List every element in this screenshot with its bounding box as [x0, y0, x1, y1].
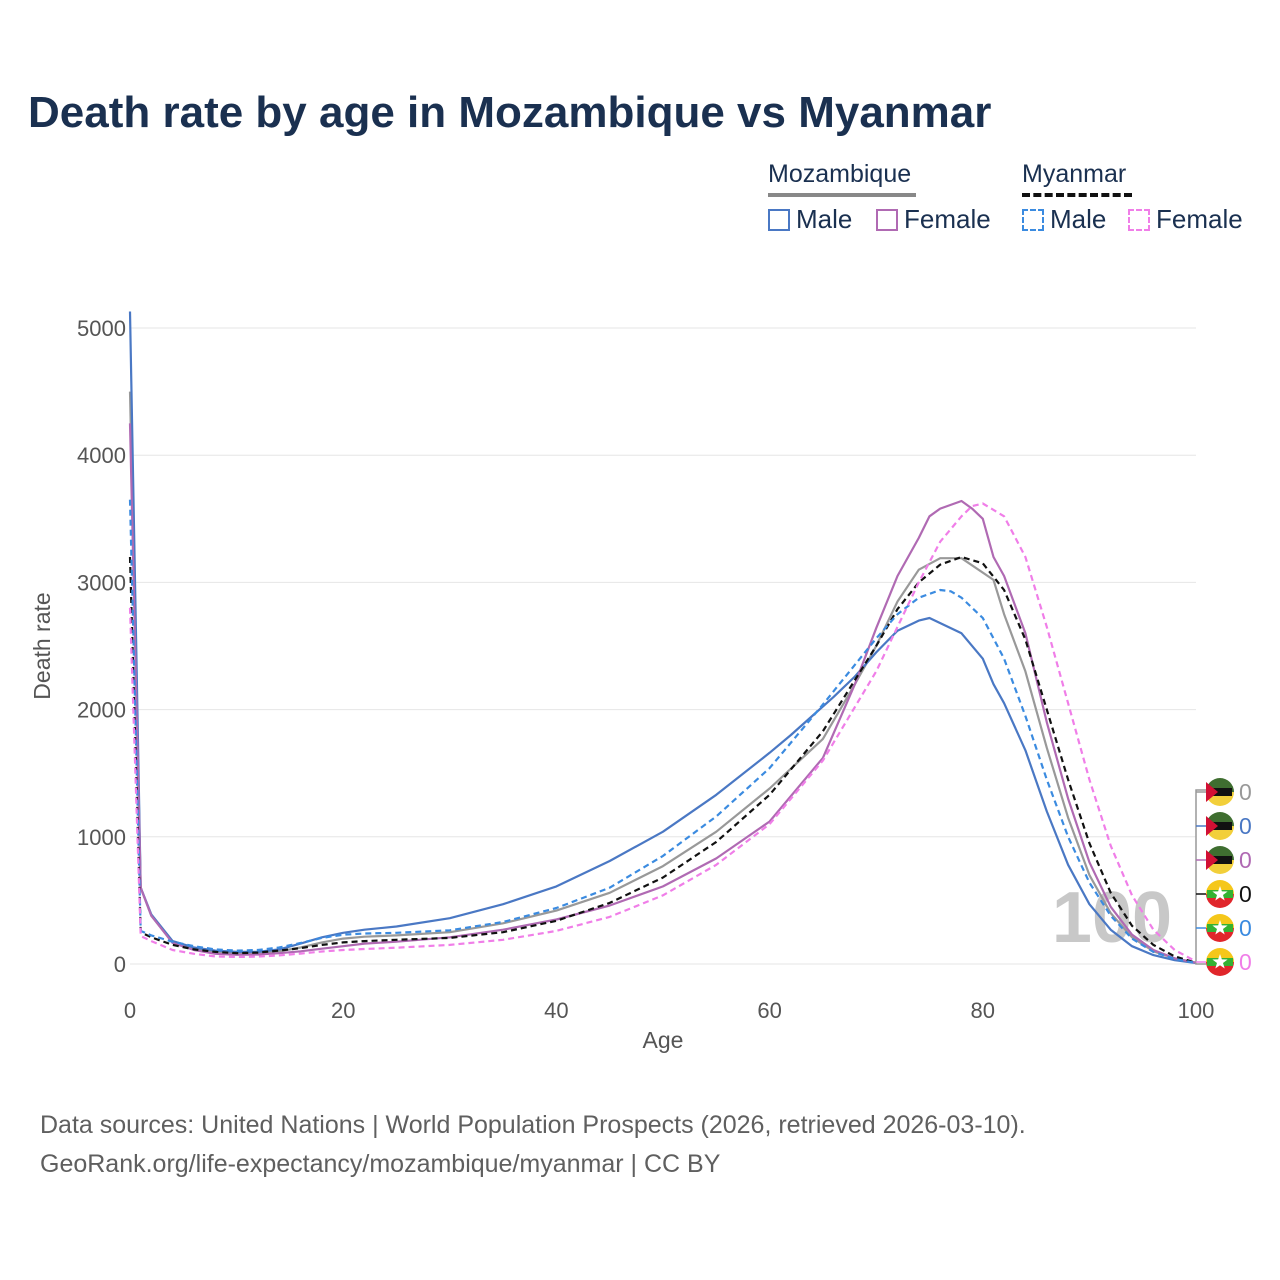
- legend-line-myanmar: [1022, 193, 1132, 197]
- x-tick-label: 20: [331, 998, 355, 1023]
- footer-sources: Data sources: United Nations | World Pop…: [40, 1111, 1026, 1139]
- legend-item-myanmar-male[interactable]: Male: [1022, 204, 1106, 235]
- mozambique-flag: [1208, 822, 1232, 830]
- end-value-bracket: [1195, 789, 1206, 965]
- y-tick-label: 1000: [77, 825, 126, 850]
- footer: Data sources: United Nations | World Pop…: [40, 1106, 1026, 1184]
- y-tick-label: 3000: [77, 570, 126, 595]
- legend: Mozambique Male Female Myanmar Male Fema…: [768, 160, 1248, 240]
- legend-swatch-male: [1022, 208, 1044, 231]
- legend-group-mozambique: Mozambique: [768, 160, 912, 188]
- x-tick-label: 100: [1178, 998, 1215, 1023]
- y-tick-label: 5000: [77, 316, 126, 341]
- legend-swatch-male: [768, 208, 790, 231]
- legend-item-mozambique-female[interactable]: Female: [876, 204, 991, 235]
- footer-link[interactable]: GeoRank.org/life-expectancy/mozambique/m…: [40, 1150, 721, 1178]
- mozambique-flag: [1206, 816, 1218, 836]
- end-value-label: 0: [1239, 813, 1252, 839]
- end-value-label: 0: [1239, 847, 1252, 873]
- x-tick-label: 0: [124, 998, 136, 1023]
- mozambique-flag: [1206, 850, 1218, 870]
- end-value-label: 0: [1239, 779, 1252, 805]
- legend-label: Female: [1156, 204, 1243, 234]
- y-axis-label: Death rate: [29, 592, 55, 699]
- star-icon: [1212, 886, 1228, 901]
- chart-title: Death rate by age in Mozambique vs Myanm…: [28, 88, 992, 137]
- y-tick-label: 2000: [77, 698, 126, 723]
- end-value-label: 0: [1239, 949, 1252, 975]
- y-tick-label: 4000: [77, 443, 126, 468]
- legend-label: Male: [796, 204, 853, 234]
- series-line-myanmar-male[interactable]: [128, 499, 1197, 965]
- mozambique-flag: [1206, 782, 1218, 802]
- series-line-myanmar-total[interactable]: [128, 555, 1197, 964]
- legend-item-myanmar-female[interactable]: Female: [1128, 204, 1243, 235]
- star-icon: [1212, 920, 1228, 935]
- legend-line-mozambique: [768, 193, 916, 197]
- x-tick-label: 40: [544, 998, 568, 1023]
- legend-group-myanmar: Myanmar: [1022, 160, 1127, 188]
- y-tick-label: 0: [114, 952, 126, 977]
- legend-label: Male: [1050, 204, 1107, 234]
- x-axis-label: Age: [643, 1027, 684, 1053]
- series-line-myanmar-female[interactable]: [128, 502, 1197, 963]
- legend-swatch-female: [1128, 208, 1150, 231]
- end-value-label: 0: [1239, 915, 1252, 941]
- mozambique-flag: [1208, 856, 1232, 864]
- legend-label: Female: [904, 204, 991, 234]
- star-icon: [1212, 954, 1228, 969]
- x-tick-label: 60: [757, 998, 781, 1023]
- x-tick-label: 80: [971, 998, 995, 1023]
- legend-swatch-female: [876, 208, 898, 231]
- mozambique-flag: [1208, 788, 1232, 796]
- series-line-mozambique-female[interactable]: [128, 423, 1197, 964]
- legend-item-mozambique-male[interactable]: Male: [768, 204, 852, 235]
- end-value-label: 0: [1239, 881, 1252, 907]
